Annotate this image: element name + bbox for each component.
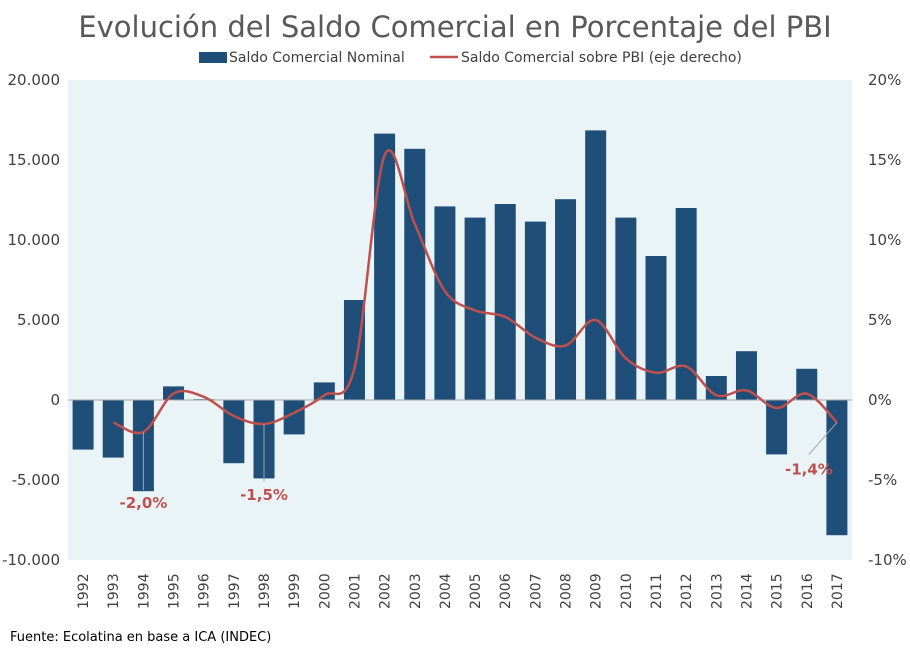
bar xyxy=(766,400,788,455)
right-tick-label: 15% xyxy=(868,151,901,169)
left-tick-label: -10.000 xyxy=(2,551,60,569)
line-series xyxy=(112,149,838,435)
right-axis: 20% 15% 10% 5% 0% -5% -10% xyxy=(868,71,907,569)
bar-series xyxy=(72,130,848,536)
bar xyxy=(102,400,124,458)
right-tick-label: -5% xyxy=(868,471,897,489)
bar xyxy=(494,204,516,400)
legend: Saldo Comercial Nominal Saldo Comercial s… xyxy=(199,50,742,66)
bar xyxy=(343,300,365,400)
x-tick-label: 2009 xyxy=(589,573,605,609)
left-tick-label: -5.000 xyxy=(12,471,60,489)
left-tick-label: 15.000 xyxy=(8,151,61,169)
x-axis: 1992 1993 1994 1995 1996 1997 1998 1999 2000 2001… xyxy=(76,573,846,609)
x-tick-label: 2000 xyxy=(317,573,333,609)
bar xyxy=(223,400,245,464)
legend-swatch-bar xyxy=(199,52,227,63)
x-tick-label: 2006 xyxy=(498,573,514,609)
annotation-leader xyxy=(808,422,838,455)
bar xyxy=(585,130,607,400)
x-tick-label: 2005 xyxy=(468,573,484,609)
chart-title: Evolución del Saldo Comercial en Porcent… xyxy=(78,10,832,44)
x-tick-label: 2012 xyxy=(679,573,695,609)
x-tick-label: 1993 xyxy=(106,573,122,609)
x-tick-label: 2003 xyxy=(408,573,424,609)
bar xyxy=(705,376,727,400)
x-tick-label: 2014 xyxy=(739,573,755,609)
x-tick-label: 2007 xyxy=(528,573,544,609)
x-tick-label: 2004 xyxy=(438,573,454,609)
legend-label-line: Saldo Comercial sobre PBI (eje derecho) xyxy=(461,50,742,66)
bar xyxy=(464,217,486,400)
annotations: -2,0% -1,5% -1,4% xyxy=(119,422,838,512)
right-tick-label: 5% xyxy=(868,311,892,329)
left-axis: 20.000 15.000 10.000 5.000 0 -5.000 -10.000 xyxy=(2,71,60,569)
right-tick-label: 20% xyxy=(868,71,901,89)
right-tick-label: -10% xyxy=(868,551,907,569)
right-tick-label: 10% xyxy=(868,231,901,249)
bar xyxy=(555,199,577,400)
x-tick-label: 1999 xyxy=(287,573,303,609)
x-tick-label: 2001 xyxy=(347,573,363,609)
x-tick-label: 1995 xyxy=(167,573,183,609)
source-note: Fuente: Ecolatina en base a ICA (INDEC) xyxy=(10,630,272,645)
bar xyxy=(313,382,335,400)
annotation-label: -1,4% xyxy=(785,460,833,478)
annotation-label: -1,5% xyxy=(240,486,288,504)
x-tick-label: 2017 xyxy=(830,573,846,609)
bar xyxy=(826,400,848,536)
bar xyxy=(645,256,667,400)
left-tick-label: 20.000 xyxy=(8,71,61,89)
bar xyxy=(675,208,697,400)
bar xyxy=(796,368,818,400)
bar xyxy=(374,133,396,400)
x-tick-label: 2011 xyxy=(649,573,665,609)
x-tick-label: 1997 xyxy=(227,573,243,609)
bar xyxy=(72,400,94,450)
annotation-label: -2,0% xyxy=(119,494,167,512)
bar xyxy=(434,206,456,400)
x-tick-label: 2002 xyxy=(378,573,394,609)
x-tick-label: 1994 xyxy=(136,573,152,609)
x-tick-label: 1996 xyxy=(197,573,213,609)
bar xyxy=(283,400,305,435)
left-tick-label: 10.000 xyxy=(8,231,61,249)
bar xyxy=(735,351,757,400)
x-tick-label: 2015 xyxy=(770,573,786,609)
x-tick-label: 2013 xyxy=(709,573,725,609)
bar xyxy=(404,148,426,400)
x-tick-label: 2008 xyxy=(559,573,575,609)
left-tick-label: 5.000 xyxy=(17,311,60,329)
x-tick-label: 1998 xyxy=(257,573,273,609)
x-tick-label: 2016 xyxy=(800,573,816,609)
x-tick-label: 2010 xyxy=(619,573,635,609)
left-tick-label: 0 xyxy=(50,391,60,409)
legend-label-bar: Saldo Comercial Nominal xyxy=(229,50,405,66)
bar xyxy=(615,217,637,400)
plot-area xyxy=(68,80,852,560)
bar xyxy=(524,221,546,400)
x-tick-label: 1992 xyxy=(76,573,92,609)
series-line xyxy=(112,149,838,435)
right-tick-label: 0% xyxy=(868,391,892,409)
